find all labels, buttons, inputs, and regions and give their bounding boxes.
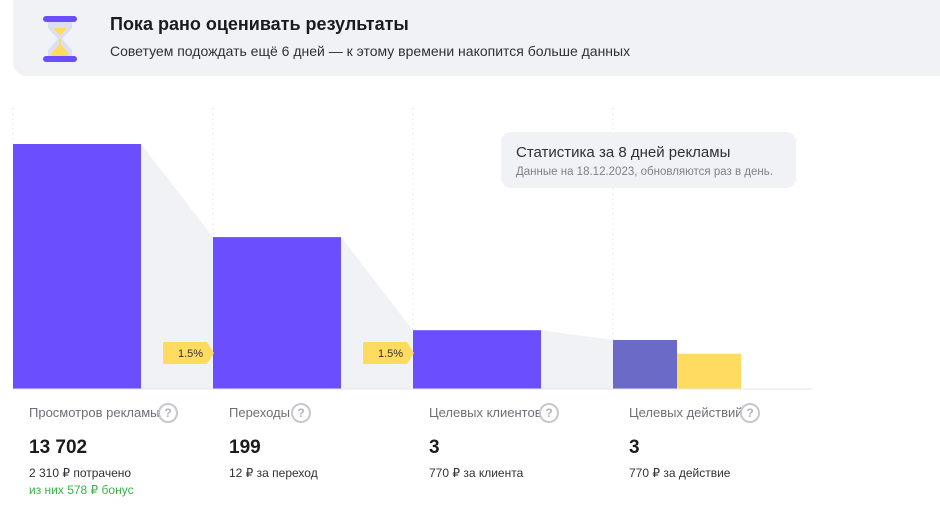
stats-card: Статистика за 8 дней рекламы Данные на 1… xyxy=(501,132,796,188)
banner-title: Пока рано оценивать результаты xyxy=(110,14,409,34)
funnel-connector xyxy=(541,330,613,389)
funnel-chart: 1.5% 1.5% xyxy=(12,108,812,390)
bar-0 xyxy=(13,144,141,389)
bar-2 xyxy=(413,330,541,389)
help-icon[interactable]: ? xyxy=(539,403,559,423)
metric-cost: 770 ₽ за клиента xyxy=(429,466,524,480)
bar-target-actions-secondary xyxy=(677,353,741,389)
banner-subtitle: Советуем подождать ещё 6 дней — к этому … xyxy=(110,43,631,59)
metric-label: Просмотров рекламы xyxy=(29,405,160,420)
metric-value: 3 xyxy=(629,437,640,458)
help-icon[interactable]: ? xyxy=(158,403,178,423)
conversion-rate-label: 1.5% xyxy=(378,348,403,360)
conversion-rate-label: 1.5% xyxy=(178,348,203,360)
conversion-rate-badge xyxy=(363,342,414,364)
metric-value: 199 xyxy=(229,437,261,458)
bar-1 xyxy=(213,237,341,389)
funnel-connector xyxy=(341,237,413,389)
metric-label: Целевых действий xyxy=(629,405,743,420)
metric-value: 13 702 xyxy=(29,437,88,458)
stats-subtitle: Данные на 18.12.2023, обновляются раз в … xyxy=(516,166,773,178)
help-icon[interactable]: ? xyxy=(291,403,311,423)
metric-bonus: из них 578 ₽ бонус xyxy=(29,483,134,497)
hourglass-icon xyxy=(43,16,77,62)
stats-title: Статистика за 8 дней рекламы xyxy=(516,144,731,161)
metric-cost: 770 ₽ за действие xyxy=(629,466,731,480)
help-icon[interactable]: ? xyxy=(740,403,760,423)
metric-value: 3 xyxy=(429,437,440,458)
metric-label: Переходы xyxy=(229,405,290,420)
info-banner xyxy=(13,0,940,76)
metric-spent: 2 310 ₽ потрачено xyxy=(29,466,132,480)
bar-target-actions xyxy=(613,340,677,389)
conversion-rate-badge xyxy=(163,342,214,364)
funnel-connector xyxy=(141,144,213,389)
metric-label: Целевых клиентов xyxy=(429,405,542,420)
metric-cost: 12 ₽ за переход xyxy=(229,466,318,480)
